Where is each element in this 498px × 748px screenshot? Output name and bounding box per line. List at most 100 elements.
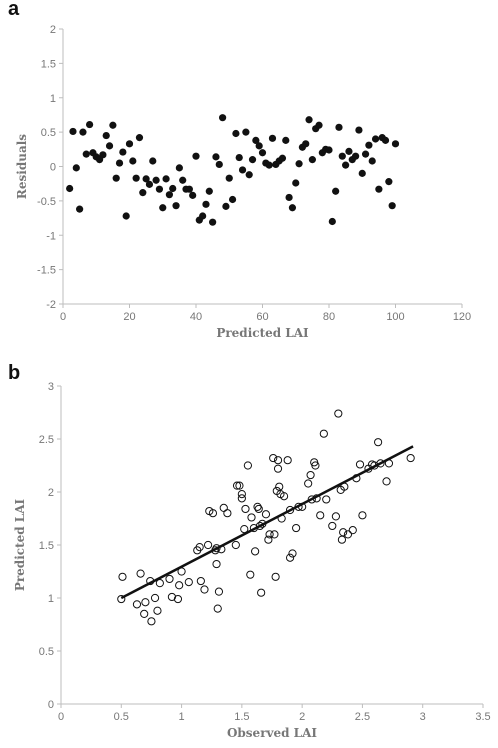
y-tick-label: 2 — [50, 24, 56, 36]
data-point — [328, 217, 336, 226]
data-point — [381, 136, 390, 144]
data-point — [167, 592, 177, 602]
data-point — [345, 147, 353, 155]
data-point — [325, 146, 333, 154]
data-point — [374, 438, 383, 447]
y-tick-label: 0.5 — [39, 646, 54, 658]
data-point — [406, 453, 415, 463]
trendline — [120, 445, 414, 600]
data-point — [255, 521, 265, 531]
data-point — [315, 121, 323, 129]
data-point — [237, 490, 246, 499]
data-point — [249, 523, 259, 533]
data-point — [119, 148, 127, 156]
x-tick-label: 2.5 — [355, 711, 370, 723]
data-point — [348, 526, 357, 535]
x-tick-label: 80 — [323, 311, 335, 323]
data-point — [243, 461, 252, 470]
data-point — [275, 482, 284, 491]
data-point — [205, 187, 213, 195]
data-point — [240, 525, 249, 534]
data-point — [223, 509, 232, 518]
data-point — [306, 470, 315, 480]
data-point — [322, 495, 331, 504]
data-point — [142, 175, 150, 183]
x-tick-label: 0.5 — [114, 711, 129, 723]
data-point — [169, 184, 177, 193]
data-point — [175, 581, 184, 590]
data-point — [246, 570, 255, 579]
data-point — [199, 212, 207, 220]
y-tick-label: -1 — [46, 230, 56, 242]
data-point — [264, 535, 273, 544]
x-tick-label: 120 — [453, 311, 471, 323]
data-point — [132, 174, 140, 182]
y-tick-label: 1.5 — [41, 58, 56, 70]
data-point — [242, 128, 250, 136]
data-point — [358, 169, 366, 177]
data-point — [129, 157, 137, 165]
data-point — [251, 547, 260, 556]
data-point — [200, 585, 209, 594]
data-point — [247, 513, 256, 522]
data-point — [235, 481, 244, 490]
data-point — [212, 544, 221, 553]
data-point — [235, 153, 243, 162]
data-point — [147, 617, 156, 626]
data-point — [279, 492, 289, 501]
data-point — [185, 185, 193, 193]
x-tick-label: 0 — [60, 311, 66, 323]
data-point — [175, 164, 183, 172]
data-point — [146, 576, 155, 586]
data-point — [202, 200, 210, 208]
y-tick-label: 2 — [48, 487, 54, 499]
y-tick-label: -0.5 — [37, 196, 56, 208]
data-point — [208, 509, 218, 518]
data-point — [254, 504, 263, 514]
data-point — [311, 461, 320, 470]
data-point — [140, 609, 149, 618]
data-point — [273, 456, 283, 465]
data-point — [136, 569, 145, 578]
y-tick-label: -2 — [46, 299, 56, 311]
data-point — [219, 114, 227, 122]
data-point — [102, 131, 110, 140]
data-point — [282, 136, 290, 144]
data-point — [132, 600, 142, 609]
data-point — [238, 166, 247, 174]
data-point — [248, 156, 257, 164]
data-point — [273, 464, 283, 473]
data-point — [358, 511, 367, 520]
data-point — [149, 157, 157, 165]
data-point — [339, 528, 348, 537]
residuals-chart: -2-1.5-1-0.500.511.520 20 40 60 80 100 120Pred… — [15, 24, 471, 340]
data-point — [237, 494, 246, 503]
data-point — [253, 502, 262, 511]
data-point — [335, 123, 343, 131]
data-point — [376, 459, 385, 468]
data-point — [177, 567, 186, 576]
data-point — [302, 140, 310, 148]
x-tick-label: 1.5 — [234, 711, 249, 723]
data-point — [189, 191, 197, 199]
data-point — [352, 474, 361, 483]
data-point — [305, 116, 313, 124]
y-tick-label: 1 — [48, 593, 54, 605]
data-point — [135, 134, 144, 142]
panel-b-letter: b — [8, 362, 21, 384]
data-point — [365, 141, 373, 149]
data-point — [86, 120, 94, 129]
data-point — [209, 218, 217, 226]
data-point — [212, 153, 220, 161]
data-point — [150, 593, 160, 603]
data-point — [261, 510, 271, 519]
x-tick-label: 1 — [179, 711, 185, 723]
data-point — [241, 504, 250, 514]
x-tick-label: 100 — [386, 311, 404, 323]
x-tick-label: 40 — [190, 311, 202, 323]
data-point — [271, 572, 280, 581]
data-point — [212, 559, 221, 569]
data-point — [270, 530, 279, 539]
data-point — [265, 161, 273, 169]
data-point — [257, 588, 266, 597]
